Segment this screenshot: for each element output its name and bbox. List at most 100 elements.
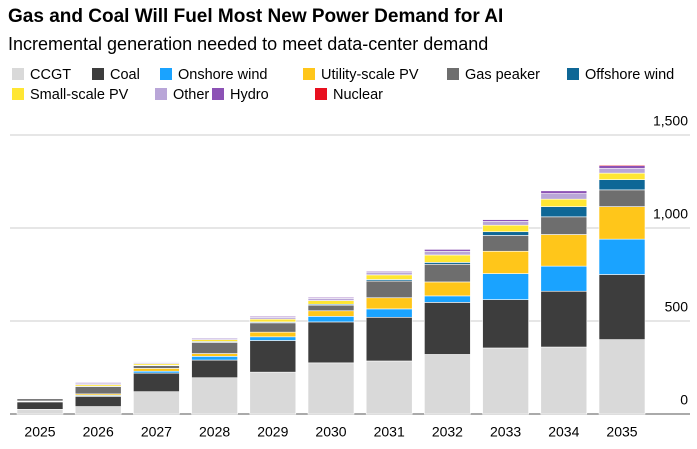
bar-segment <box>482 299 529 349</box>
bar-segment <box>598 172 646 180</box>
bar-segment <box>482 347 529 415</box>
bar-segment <box>482 231 529 236</box>
bar-segment <box>598 164 646 166</box>
bar-segment <box>424 302 471 355</box>
bar-segment <box>482 221 529 226</box>
bar-segment <box>598 189 646 207</box>
bar-segment <box>133 365 180 369</box>
bar-segment <box>424 254 471 263</box>
bar-segment <box>133 372 180 392</box>
bar-segment <box>133 361 180 363</box>
bar-segment <box>424 281 471 297</box>
bar-segment <box>598 274 646 340</box>
legend-swatch <box>212 88 224 100</box>
bar-segment <box>74 406 122 415</box>
bar-segment <box>424 354 471 415</box>
bar-segment <box>482 235 529 252</box>
x-tick-label: 2032 <box>432 424 463 440</box>
legend-swatch <box>92 68 104 80</box>
bar-segment <box>424 295 471 303</box>
legend-label: Utility-scale PV <box>321 67 419 83</box>
x-tick-label: 2034 <box>548 424 579 440</box>
legend-swatch <box>567 68 579 80</box>
legend-label: Gas peaker <box>465 67 540 83</box>
y-tick-label: 0 <box>680 392 688 408</box>
bar-segment <box>482 219 529 222</box>
bar-segment <box>16 401 64 410</box>
bar-segment <box>307 300 355 305</box>
legend-swatch <box>12 88 24 100</box>
bar-segment <box>540 346 588 415</box>
bar-segment <box>598 168 646 174</box>
legend-label: Nuclear <box>333 87 383 103</box>
bar-segment <box>365 316 413 362</box>
legend-swatch <box>160 68 172 80</box>
bar-segment <box>249 316 297 318</box>
bar-segment <box>74 382 122 384</box>
x-tick-label: 2027 <box>141 424 172 440</box>
bar-segment <box>249 331 297 338</box>
legend-swatch <box>155 88 167 100</box>
bar-segment <box>365 308 413 318</box>
x-tick-label: 2031 <box>374 424 405 440</box>
legend-label: Coal <box>110 67 140 83</box>
legend-label: Offshore wind <box>585 67 674 83</box>
bar-segment <box>249 322 297 333</box>
bar-segment <box>598 339 646 415</box>
bar-segment <box>191 353 238 357</box>
bar-segment <box>540 290 588 348</box>
bar-segment <box>74 396 122 407</box>
bar-segment <box>307 304 355 312</box>
bar-segment <box>598 238 646 275</box>
bar-segment <box>540 190 588 194</box>
bar-segment <box>191 342 238 354</box>
bar-segment <box>16 398 64 402</box>
x-tick-label: 2025 <box>24 424 55 440</box>
x-tick-label: 2035 <box>606 424 637 440</box>
bar-segment <box>307 298 355 301</box>
chart-title: Gas and Coal Will Fuel Most New Power De… <box>8 6 503 27</box>
x-tick-label: 2030 <box>315 424 346 440</box>
bar-segment <box>307 310 355 317</box>
bar-segment <box>540 198 588 207</box>
bar-segment <box>540 216 588 235</box>
legend-label: Other <box>173 87 209 103</box>
x-tick-label: 2033 <box>490 424 521 440</box>
chart-subtitle: Incremental generation needed to meet da… <box>8 34 488 54</box>
bar-segment <box>540 234 588 267</box>
x-tick-label: 2028 <box>199 424 230 440</box>
y-tick-label: 1,000 <box>653 206 688 222</box>
bar-segment <box>307 362 355 415</box>
legend-label: Hydro <box>230 87 269 103</box>
legend-swatch <box>303 68 315 80</box>
bar-segment <box>365 271 413 276</box>
legend-swatch <box>12 68 24 80</box>
bar-segment <box>249 336 297 341</box>
bar-segment <box>540 265 588 292</box>
bar-segment <box>133 368 180 372</box>
bar-segment <box>191 377 238 415</box>
bar-segment <box>482 250 529 274</box>
legend-label: Small-scale PV <box>30 87 129 103</box>
bar-segment <box>16 409 64 415</box>
x-tick-label: 2026 <box>83 424 114 440</box>
bar-segment <box>424 263 471 283</box>
bar-segment <box>365 270 413 273</box>
bar-segment <box>365 297 413 310</box>
bar-segment <box>598 206 646 240</box>
bar-segment <box>365 280 413 299</box>
bar-segment <box>598 165 646 169</box>
bar-segment <box>540 206 588 218</box>
bar-segment <box>307 297 355 299</box>
bar-segment <box>482 224 529 233</box>
bar-segment <box>249 318 297 323</box>
bar-segment <box>598 179 646 191</box>
bar-segment <box>307 321 355 364</box>
bar-segment <box>482 273 529 300</box>
legend-label: Onshore wind <box>178 67 267 83</box>
bar-segment <box>191 359 238 379</box>
x-tick-label: 2029 <box>257 424 288 440</box>
bar-segment <box>365 274 413 280</box>
bar-segment <box>307 316 355 323</box>
